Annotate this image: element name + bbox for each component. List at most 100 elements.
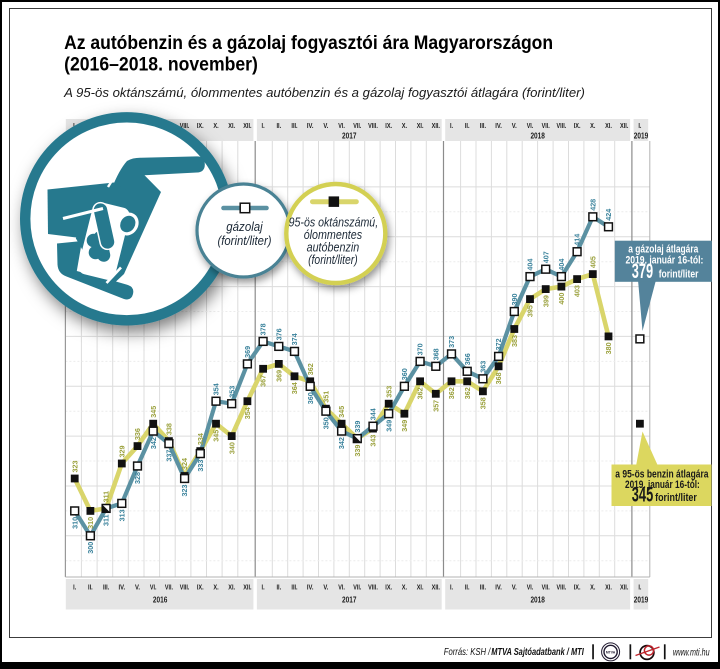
svg-text:VIII.: VIII.: [180, 121, 190, 130]
svg-text:350: 350: [322, 417, 331, 429]
svg-text:404: 404: [557, 259, 566, 271]
svg-text:328: 328: [133, 472, 142, 484]
svg-text:XII.: XII.: [243, 121, 251, 130]
svg-text:XII.: XII.: [432, 582, 440, 591]
svg-text:I.: I.: [638, 121, 641, 130]
svg-text:376: 376: [274, 328, 283, 340]
svg-text:a gázolaj átlagára: a gázolaj átlagára: [628, 244, 698, 256]
svg-text:IX.: IX.: [197, 582, 204, 591]
svg-text:III.: III.: [480, 582, 486, 591]
svg-text:310: 310: [70, 517, 79, 529]
svg-text:VI.: VI.: [150, 582, 157, 591]
svg-text:II.: II.: [465, 121, 470, 130]
svg-text:395: 395: [526, 305, 535, 317]
svg-text:334: 334: [196, 433, 205, 445]
svg-text:405: 405: [588, 256, 597, 268]
svg-text:400: 400: [557, 293, 566, 305]
svg-text:362: 362: [463, 387, 472, 399]
svg-text:V.: V.: [512, 582, 517, 591]
svg-text:V.: V.: [135, 582, 140, 591]
svg-text:368: 368: [431, 348, 440, 360]
svg-text:323: 323: [70, 461, 79, 473]
svg-text:364: 364: [290, 382, 299, 394]
svg-text:(forint/liter): (forint/liter): [218, 233, 272, 248]
svg-text:II.: II.: [88, 582, 93, 591]
svg-text:372: 372: [494, 338, 503, 350]
svg-text:III.: III.: [291, 121, 297, 130]
svg-text:2019. január 16-tól:: 2019. január 16-tól:: [625, 254, 703, 266]
svg-text:Forrás: KSH /: Forrás: KSH /: [444, 646, 491, 658]
svg-text:VIII.: VIII.: [557, 582, 567, 591]
svg-text:XI.: XI.: [417, 121, 424, 130]
svg-text:2016: 2016: [153, 596, 168, 605]
svg-text:337: 337: [165, 450, 174, 462]
svg-text:gázolaj: gázolaj: [226, 219, 263, 234]
svg-text:339: 339: [353, 421, 362, 433]
svg-text:369: 369: [243, 346, 252, 358]
svg-text:XII.: XII.: [243, 582, 251, 591]
svg-text:IV.: IV.: [495, 582, 502, 591]
svg-text:351: 351: [322, 391, 331, 403]
svg-text:XII.: XII.: [620, 121, 628, 130]
svg-text:349: 349: [400, 420, 409, 432]
svg-text:2017: 2017: [342, 132, 357, 141]
svg-text:IX.: IX.: [385, 121, 392, 130]
svg-text:I.: I.: [73, 582, 76, 591]
svg-text:95-ös oktánszámú,: 95-ös oktánszámú,: [289, 216, 379, 230]
svg-text:311: 311: [102, 514, 111, 526]
svg-text:366: 366: [463, 353, 472, 365]
svg-text:367: 367: [259, 375, 268, 387]
svg-text:VI.: VI.: [527, 121, 534, 130]
svg-text:324: 324: [180, 458, 189, 470]
svg-text:III.: III.: [291, 582, 297, 591]
svg-text:323: 323: [180, 485, 189, 497]
svg-text:III.: III.: [103, 582, 109, 591]
svg-text:VII.: VII.: [542, 121, 550, 130]
svg-text:XII.: XII.: [620, 582, 628, 591]
svg-text:A 95-ös oktánszámú, ólommentes: A 95-ös oktánszámú, ólommentes autóbenzi…: [63, 86, 585, 100]
svg-text:VII.: VII.: [165, 582, 173, 591]
svg-text:IX.: IX.: [574, 121, 581, 130]
svg-text:II.: II.: [276, 582, 281, 591]
svg-text:IX.: IX.: [197, 121, 204, 130]
svg-text:353: 353: [227, 386, 236, 398]
svg-text:362: 362: [416, 387, 425, 399]
svg-text:VIII.: VIII.: [557, 121, 567, 130]
svg-text:353: 353: [384, 386, 393, 398]
svg-text:IV.: IV.: [495, 121, 502, 130]
svg-text:X.: X.: [402, 582, 407, 591]
svg-text:X.: X.: [402, 121, 407, 130]
svg-text:forint/liter: forint/liter: [655, 492, 697, 504]
svg-text:2019: 2019: [634, 596, 649, 605]
svg-text:II.: II.: [465, 582, 470, 591]
svg-text:XI.: XI.: [228, 121, 235, 130]
svg-text:404: 404: [526, 259, 535, 271]
svg-text:(2016–2018. november): (2016–2018. november): [64, 54, 258, 75]
svg-text:II.: II.: [276, 121, 281, 130]
svg-text:345: 345: [632, 484, 653, 507]
svg-text:2019. január 16-tól:: 2019. január 16-tól:: [625, 479, 700, 491]
svg-text:I.: I.: [450, 582, 453, 591]
svg-text:XI.: XI.: [605, 582, 612, 591]
svg-text:362: 362: [306, 363, 315, 375]
svg-text:358: 358: [479, 397, 488, 409]
svg-text:IV.: IV.: [307, 582, 314, 591]
svg-text:407: 407: [541, 251, 550, 263]
svg-text:336: 336: [133, 428, 142, 440]
svg-text:360: 360: [306, 392, 315, 404]
svg-text:V.: V.: [323, 582, 328, 591]
svg-text:2019: 2019: [634, 132, 649, 141]
svg-text:310: 310: [86, 517, 95, 529]
svg-text:2017: 2017: [342, 596, 357, 605]
svg-text:360: 360: [400, 368, 409, 380]
svg-text:VI.: VI.: [527, 582, 534, 591]
svg-text:362: 362: [447, 387, 456, 399]
svg-text:338: 338: [165, 423, 174, 435]
svg-text:MTVA: MTVA: [606, 651, 616, 655]
svg-text:403: 403: [573, 285, 582, 297]
svg-text:399: 399: [541, 295, 550, 307]
svg-text:390: 390: [510, 294, 519, 306]
svg-text:342: 342: [149, 437, 158, 449]
svg-text:X.: X.: [590, 582, 595, 591]
svg-text:IX.: IX.: [574, 582, 581, 591]
